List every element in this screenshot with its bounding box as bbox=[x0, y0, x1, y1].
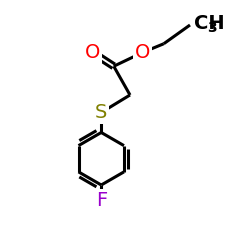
Text: CH: CH bbox=[194, 14, 225, 33]
Text: F: F bbox=[96, 190, 107, 210]
Text: O: O bbox=[85, 43, 100, 62]
Text: O: O bbox=[135, 43, 150, 62]
Text: 3: 3 bbox=[208, 20, 217, 34]
Text: S: S bbox=[95, 103, 108, 122]
